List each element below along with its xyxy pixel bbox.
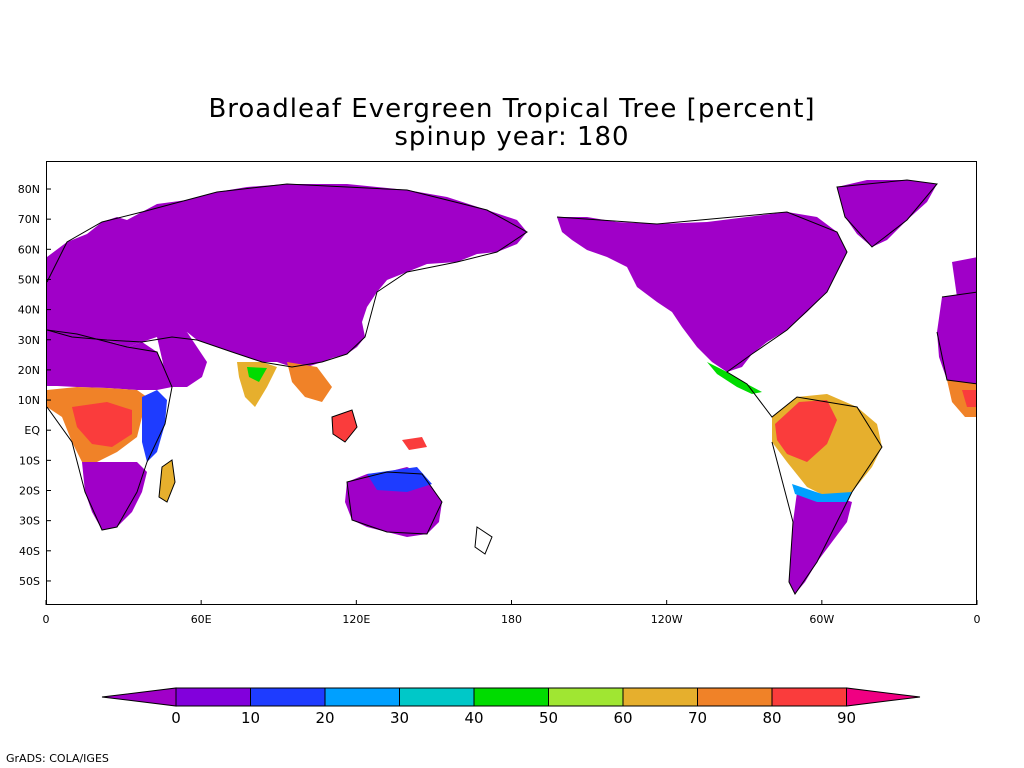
lat-label: 30S <box>19 515 40 528</box>
grads-credit: GrADS: COLA/IGES <box>6 752 109 765</box>
colorbar: 0 10 20 30 40 50 60 70 80 90 <box>101 687 921 727</box>
new-guinea <box>402 437 427 450</box>
colorbar-tick-label: 10 <box>241 709 260 727</box>
map-title-line2: spinup year: 180 <box>394 122 630 152</box>
lat-label: 70N <box>18 213 40 226</box>
map-canvas <box>47 179 976 595</box>
colorbar-segment <box>771 687 847 707</box>
lon-label: 180 <box>501 613 522 626</box>
west-africa-wrap-forest <box>947 380 976 417</box>
lat-label: EQ <box>24 424 40 437</box>
lat-label: 20S <box>19 485 40 498</box>
colorbar-segment <box>697 687 773 707</box>
lon-label: 60W <box>809 613 834 626</box>
europe-wrap-land <box>952 257 976 297</box>
lat-label: 40N <box>18 304 40 317</box>
colorbar-segment <box>175 687 251 707</box>
colorbar-tick-label: 60 <box>613 709 632 727</box>
west-africa-wrap-core <box>962 390 976 407</box>
lon-label: 120W <box>651 613 683 626</box>
colorbar-tick-label: 90 <box>837 709 856 727</box>
west-africa-wrap-land <box>937 292 976 387</box>
colorbar-segment <box>473 687 549 707</box>
map-title-line1: Broadleaf Evergreen Tropical Tree [perce… <box>208 94 816 124</box>
lat-label: 30N <box>18 334 40 347</box>
north-africa-land <box>47 330 172 390</box>
amazon-south-edge <box>792 484 852 502</box>
southeast-asia <box>287 362 332 402</box>
colorbar-segment <box>250 687 326 707</box>
land-low-values <box>47 180 976 594</box>
colorbar-tick-label: 70 <box>688 709 707 727</box>
colorbar-tick-label: 30 <box>390 709 409 727</box>
lat-label: 10S <box>19 454 40 467</box>
colorbar-tick-label: 80 <box>762 709 781 727</box>
greenland-land <box>837 180 937 247</box>
lon-label: 0 <box>974 613 981 626</box>
congo-core <box>72 402 132 447</box>
lat-label: 60N <box>18 243 40 256</box>
arabia-land <box>157 332 207 387</box>
colorbar-tick-label: 0 <box>171 709 181 727</box>
lon-label: 0 <box>43 613 50 626</box>
colorbar-over-triangle <box>846 687 921 707</box>
lat-label: 20N <box>18 364 40 377</box>
south-america-south-land <box>789 492 852 594</box>
colorbar-tick-label: 20 <box>315 709 334 727</box>
north-america-land <box>557 212 847 372</box>
lat-label: 80N <box>18 183 40 196</box>
east-africa-strip <box>142 390 167 462</box>
lat-label: 50S <box>19 575 40 588</box>
lon-label: 60E <box>191 613 212 626</box>
southern-africa-land <box>82 462 147 530</box>
colorbar-tick-label: 40 <box>464 709 483 727</box>
colorbar-segment <box>548 687 624 707</box>
india <box>237 362 277 407</box>
borneo <box>332 410 357 442</box>
map-plot-area <box>46 161 977 605</box>
amazon-core <box>775 400 837 462</box>
lat-label: 50N <box>18 273 40 286</box>
colorbar-segment <box>622 687 698 707</box>
india-core <box>247 367 267 382</box>
colorbar-tick-label: 50 <box>539 709 558 727</box>
lat-label: 40S <box>19 545 40 558</box>
coastlines <box>47 179 976 595</box>
lat-label: 10N <box>18 394 40 407</box>
lon-label: 120E <box>342 613 370 626</box>
colorbar-under-triangle <box>101 687 177 707</box>
colorbar-segment <box>324 687 400 707</box>
eurasia-land <box>47 184 527 367</box>
colorbar-segment <box>399 687 475 707</box>
